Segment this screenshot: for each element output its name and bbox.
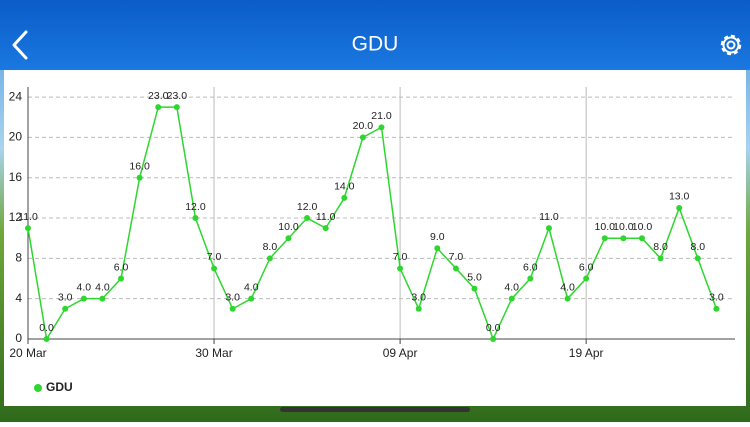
x-tick-label: 19 Apr [569, 346, 604, 360]
data-label: 12.0 [297, 201, 318, 213]
data-point [397, 265, 404, 272]
data-label: 3.0 [58, 292, 73, 304]
data-label: 7.0 [393, 251, 408, 263]
y-tick-label: 16 [9, 170, 23, 184]
x-tick-label: 09 Apr [383, 346, 418, 360]
data-label: 8.0 [263, 241, 278, 253]
data-point [657, 255, 664, 262]
data-point [192, 215, 199, 222]
data-label: 4.0 [77, 281, 92, 293]
data-label: 4.0 [95, 281, 110, 293]
data-point [545, 225, 552, 232]
data-label: 4.0 [244, 281, 259, 293]
data-label: 4.0 [560, 281, 575, 293]
y-tick-label: 24 [9, 89, 23, 103]
data-label: 11.0 [18, 211, 38, 223]
data-label: 8.0 [690, 241, 705, 253]
data-point [508, 295, 515, 302]
legend-marker [34, 384, 42, 392]
data-point [378, 124, 385, 131]
settings-button[interactable] [720, 34, 742, 56]
data-point [527, 275, 534, 282]
home-indicator [280, 407, 470, 412]
data-label: 5.0 [467, 271, 482, 283]
data-label: 23.0 [167, 90, 188, 102]
data-label: 10.0 [278, 221, 299, 233]
y-tick-label: 4 [15, 291, 22, 305]
data-point [601, 235, 608, 242]
data-label: 7.0 [207, 251, 222, 263]
data-point [118, 275, 125, 282]
data-label: 6.0 [579, 261, 594, 273]
data-label: 6.0 [523, 261, 538, 273]
header-title: GDU [352, 33, 399, 56]
data-label: 6.0 [114, 261, 129, 273]
data-point [322, 225, 329, 232]
data-point [638, 235, 645, 242]
x-tick-label: 20 Mar [9, 346, 46, 360]
data-label: 21.0 [371, 110, 392, 122]
data-label: 23.0 [148, 90, 169, 102]
back-button[interactable] [12, 30, 28, 60]
y-tick-label: 12 [9, 210, 23, 224]
data-label: 10.0 [595, 221, 616, 233]
y-tick-label: 0 [15, 331, 22, 345]
data-point [62, 305, 69, 312]
legend-label: GDU [46, 380, 73, 394]
data-label: 13.0 [669, 191, 690, 203]
data-point [713, 305, 720, 312]
data-label: 10.0 [613, 221, 634, 233]
data-point [211, 265, 218, 272]
data-point [80, 295, 87, 302]
data-point [43, 336, 50, 342]
data-point [583, 275, 590, 282]
data-point [452, 265, 459, 272]
data-label: 11.0 [316, 211, 336, 223]
data-point [229, 305, 236, 312]
data-point [341, 194, 348, 201]
data-point [694, 255, 701, 262]
data-point [434, 245, 441, 252]
data-point [173, 104, 180, 111]
data-label: 3.0 [709, 292, 724, 304]
data-point [490, 336, 497, 342]
data-point [248, 295, 255, 302]
data-label: 20.0 [353, 120, 374, 132]
y-tick-label: 20 [9, 130, 23, 144]
data-label: 9.0 [430, 231, 445, 243]
data-point [620, 235, 627, 242]
data-label: 16.0 [129, 161, 150, 173]
x-tick-label: 30 Mar [195, 346, 232, 360]
data-label: 12.0 [185, 201, 206, 213]
series-line [27, 106, 718, 342]
data-point [471, 285, 478, 292]
y-tick-label: 8 [15, 251, 22, 265]
data-point [359, 134, 366, 141]
data-point [136, 174, 143, 181]
data-label: 0.0 [486, 322, 501, 334]
data-label: 14.0 [334, 181, 355, 193]
data-point [285, 235, 292, 242]
data-point [25, 225, 31, 232]
plot: 0 4 8 12 16 20 24 20 Mar 30 Mar 09 Apr 19 Apr 11.0 0… [9, 87, 735, 394]
data-point [266, 255, 273, 262]
header-bar [0, 0, 750, 70]
data-point [415, 305, 422, 312]
data-point [155, 104, 162, 111]
data-label: 11.0 [539, 211, 559, 223]
data-label: 4.0 [504, 281, 519, 293]
data-point [99, 295, 106, 302]
data-point [564, 295, 571, 302]
data-label: 8.0 [653, 241, 668, 253]
data-point [676, 204, 683, 211]
data-label: 0.0 [39, 322, 54, 334]
data-label: 3.0 [411, 292, 426, 304]
data-label: 3.0 [225, 292, 240, 304]
data-label: 7.0 [449, 251, 464, 263]
data-label: 10.0 [632, 221, 653, 233]
data-point [304, 215, 311, 222]
